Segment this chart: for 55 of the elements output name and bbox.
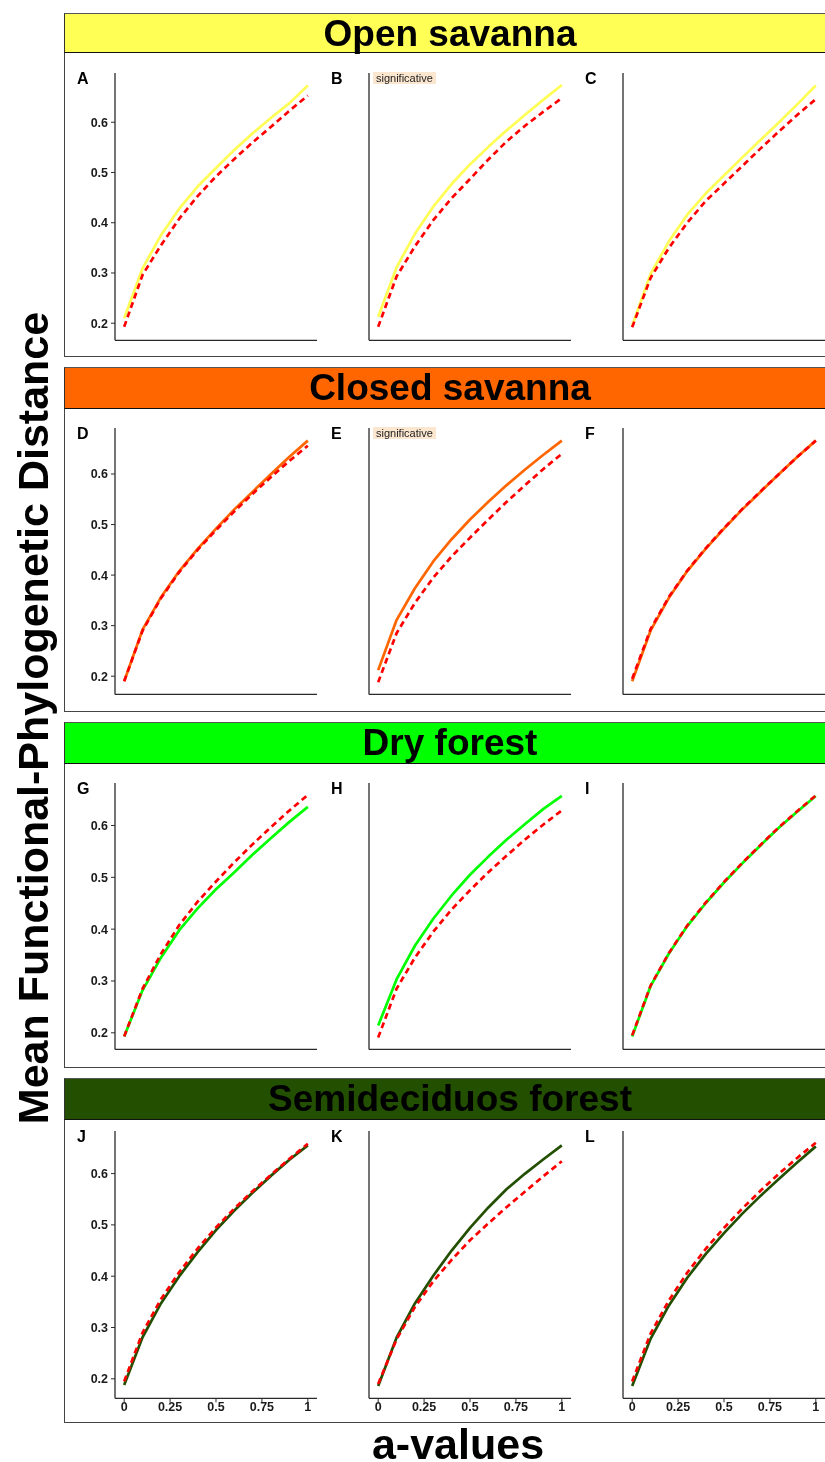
chart-title: K (331, 1127, 343, 1145)
chart-title: H (331, 780, 343, 797)
y-tick-label: 0.3 (90, 266, 109, 281)
annotation: significative (373, 427, 436, 439)
x-tick-label: 0.5 (461, 1399, 479, 1414)
y-tick-label: 0.3 (90, 619, 109, 634)
chart-title: L (585, 1127, 595, 1145)
x-tick-label: 0.25 (665, 1399, 691, 1414)
x-axis-title: a-values (371, 1420, 545, 1462)
y-tick-label: 0.4 (90, 1269, 109, 1284)
y-tick-label: 0.5 (90, 1218, 109, 1233)
y-tick-label: 0.6 (90, 467, 109, 482)
y-tick-label: 0.6 (90, 115, 109, 130)
chart-title: F (585, 425, 595, 442)
y-tick-label: 0.4 (90, 215, 109, 230)
chart-title: A (77, 69, 89, 87)
chart-subtitle: Semideciduos forest (268, 1078, 632, 1119)
chart-title: E (331, 425, 342, 442)
y-tick-label: 0.2 (90, 316, 109, 331)
y-tick-label: 0.3 (90, 1320, 109, 1335)
chart-subtitle: Closed savanna (309, 367, 591, 408)
x-tick-label: 1 (812, 1399, 820, 1414)
y-tick-label: 0.2 (90, 1026, 109, 1041)
x-tick-label: 0.75 (757, 1399, 783, 1414)
chart-title: J (77, 1127, 86, 1145)
y-tick-label: 0.5 (90, 165, 109, 180)
y-tick-label: 0.5 (90, 517, 109, 532)
y-tick-label: 0.6 (90, 818, 109, 833)
x-tick-label: 0 (628, 1399, 636, 1414)
chart-subtitle: Dry forest (362, 722, 538, 763)
annotation: significative (373, 71, 436, 84)
y-tick-label: 0.6 (90, 1166, 109, 1181)
chart-title: C (585, 69, 597, 87)
x-tick-label: 0.5 (207, 1399, 225, 1414)
x-tick-label: 0.75 (249, 1399, 275, 1414)
x-tick-label: 0.5 (715, 1399, 733, 1414)
y-axis-title: Mean Functional-Phylogenetic Distance (9, 311, 57, 1125)
y-tick-label: 0.4 (90, 568, 109, 583)
x-tick-label: 0 (120, 1399, 128, 1414)
chart-title: I (585, 780, 590, 797)
x-tick-label: 0.75 (503, 1399, 529, 1414)
chart-title: D (77, 425, 89, 442)
x-tick-label: 1 (304, 1399, 312, 1414)
y-tick-label: 0.2 (90, 1371, 109, 1386)
x-tick-label: 1 (558, 1399, 566, 1414)
chart-title: G (77, 780, 90, 797)
y-tick-label: 0.3 (90, 974, 109, 989)
chart-subtitle: Open savanna (323, 13, 577, 54)
x-tick-label: 0.25 (157, 1399, 183, 1414)
x-tick-label: 0.25 (411, 1399, 437, 1414)
y-tick-label: 0.4 (90, 922, 109, 937)
chart-title: B (331, 69, 343, 87)
y-tick-label: 0.2 (90, 669, 109, 684)
x-tick-label: 0 (374, 1399, 382, 1414)
y-tick-label: 0.5 (90, 870, 109, 885)
